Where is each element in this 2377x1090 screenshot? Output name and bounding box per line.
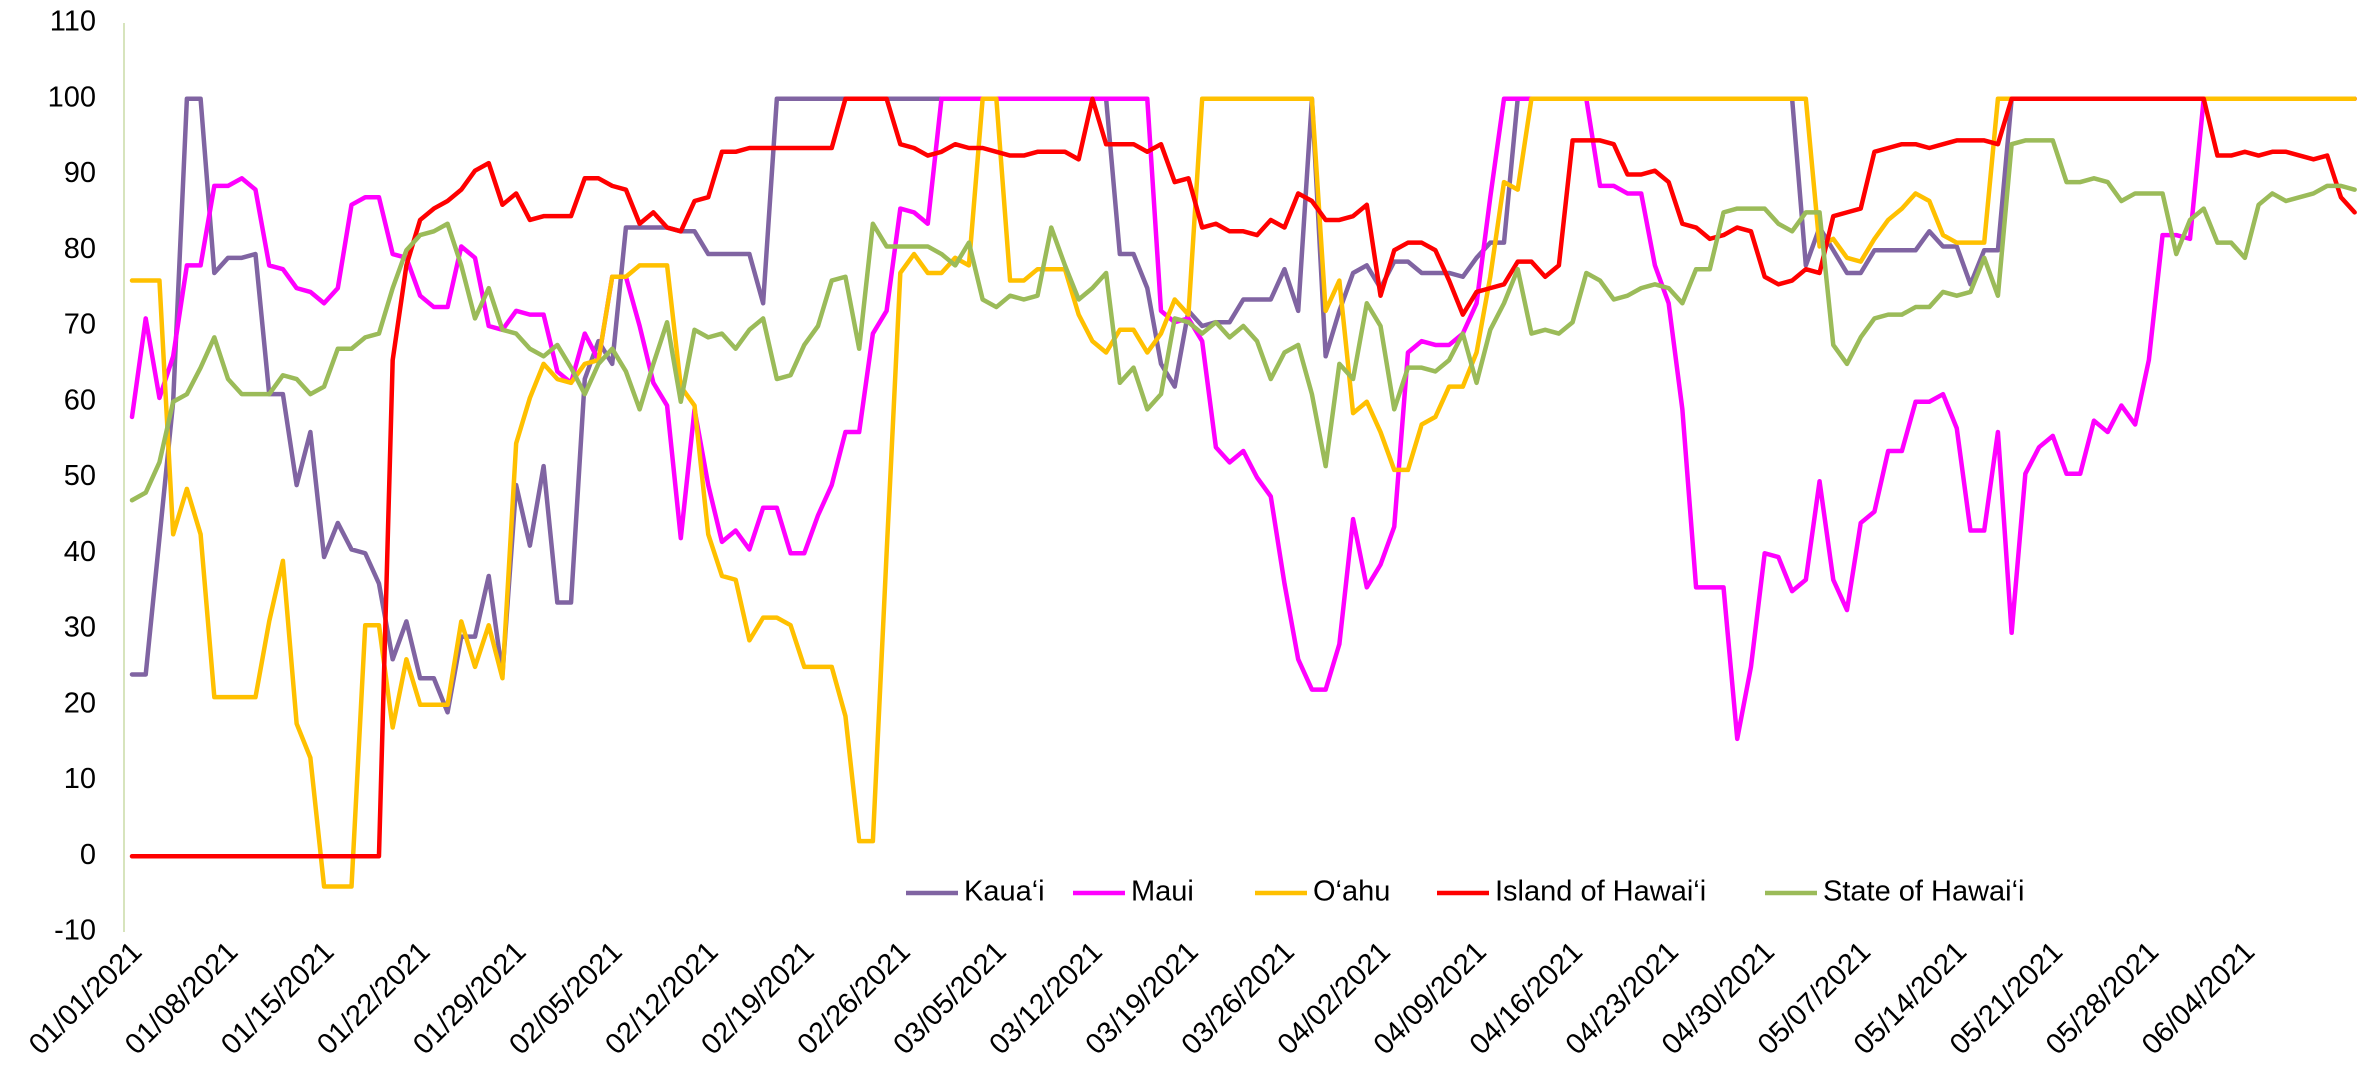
series-line [129,96,2357,889]
legend-label: Maui [1131,876,1194,908]
y-tick-label: 50 [64,460,96,492]
series-line [129,138,2357,503]
series-line [129,96,2357,715]
series-line [129,96,2357,859]
legend-label: Kaua‘i [964,876,1045,908]
legend-label: Island of Hawai‘i [1495,876,1706,908]
y-tick-label: -10 [54,915,96,947]
y-tick-label: 30 [64,612,96,644]
y-tick-label: 0 [80,839,96,871]
y-tick-label: 40 [64,536,96,568]
y-tick-label: 10 [64,763,96,795]
legend-label: State of Hawai‘i [1823,876,2025,908]
y-tick-label: 90 [64,157,96,189]
y-tick-label: 60 [64,384,96,416]
y-tick-label: 110 [50,6,96,38]
y-tick-label: 80 [64,233,96,265]
y-tick-label: 70 [64,309,96,341]
y-tick-label: 100 [48,81,96,113]
y-tick-label: 20 [64,687,96,719]
legend-label: O‘ahu [1313,876,1390,908]
